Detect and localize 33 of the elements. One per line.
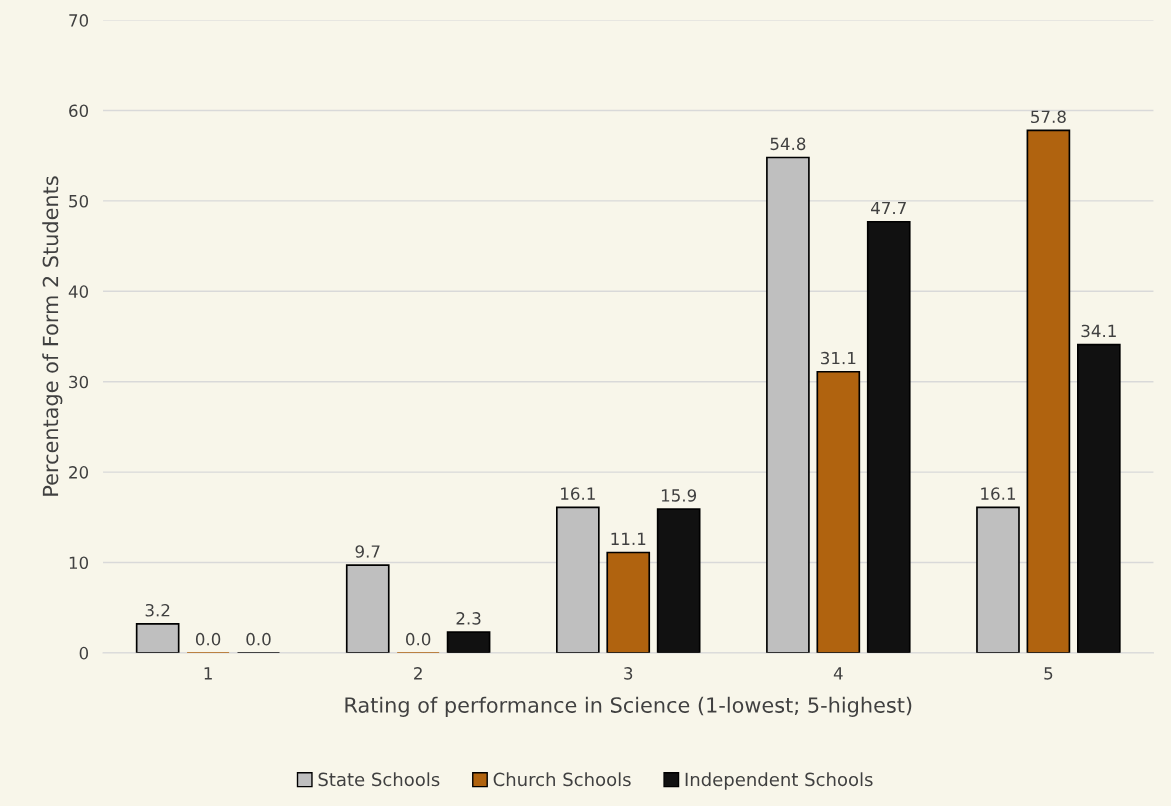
data-label: 11.1 [611,532,646,545]
x-tick-label: 1 [204,667,212,680]
y-tick-label: 70 [69,14,89,27]
data-label: 9.7 [355,545,380,558]
legend-label: Church Schools [493,772,631,787]
legend-label: State Schools [318,772,440,787]
data-label: 47.7 [871,201,906,215]
data-label: 15.9 [661,489,697,502]
x-tick-label: 2 [414,667,422,680]
data-label: 16.1 [561,487,595,500]
data-label: 0.0 [195,632,221,646]
y-tick-label: 60 [69,104,89,118]
data-label: 34.1 [1081,324,1116,338]
y-tick-label: 50 [69,194,89,208]
data-label: 54.8 [770,137,806,151]
y-tick-label: 30 [69,375,89,389]
y-tick-label: 20 [69,466,89,479]
x-tick-label: 3 [624,667,633,680]
data-label: 3.2 [145,603,170,617]
x-tick-label: 5 [1044,667,1053,680]
y-tick-label: 0 [79,646,89,660]
data-label: 0.0 [246,632,271,646]
data-label: 31.1 [821,351,856,365]
data-label: 0.0 [406,632,431,646]
legend-label: Independent Schools [685,772,873,790]
x-axis-title: Rating of performance in Science (1-lowest; 5-highest) [345,696,912,717]
x-tick-label: 4 [833,667,843,680]
data-label: 2.3 [456,612,481,625]
y-tick-label: 10 [69,556,89,570]
y-axis-title: Percentage of Form 2 Students [42,176,63,496]
data-label: 16.1 [981,487,1015,500]
y-tick-label: 40 [68,285,89,298]
data-label: 57.8 [1031,110,1066,124]
